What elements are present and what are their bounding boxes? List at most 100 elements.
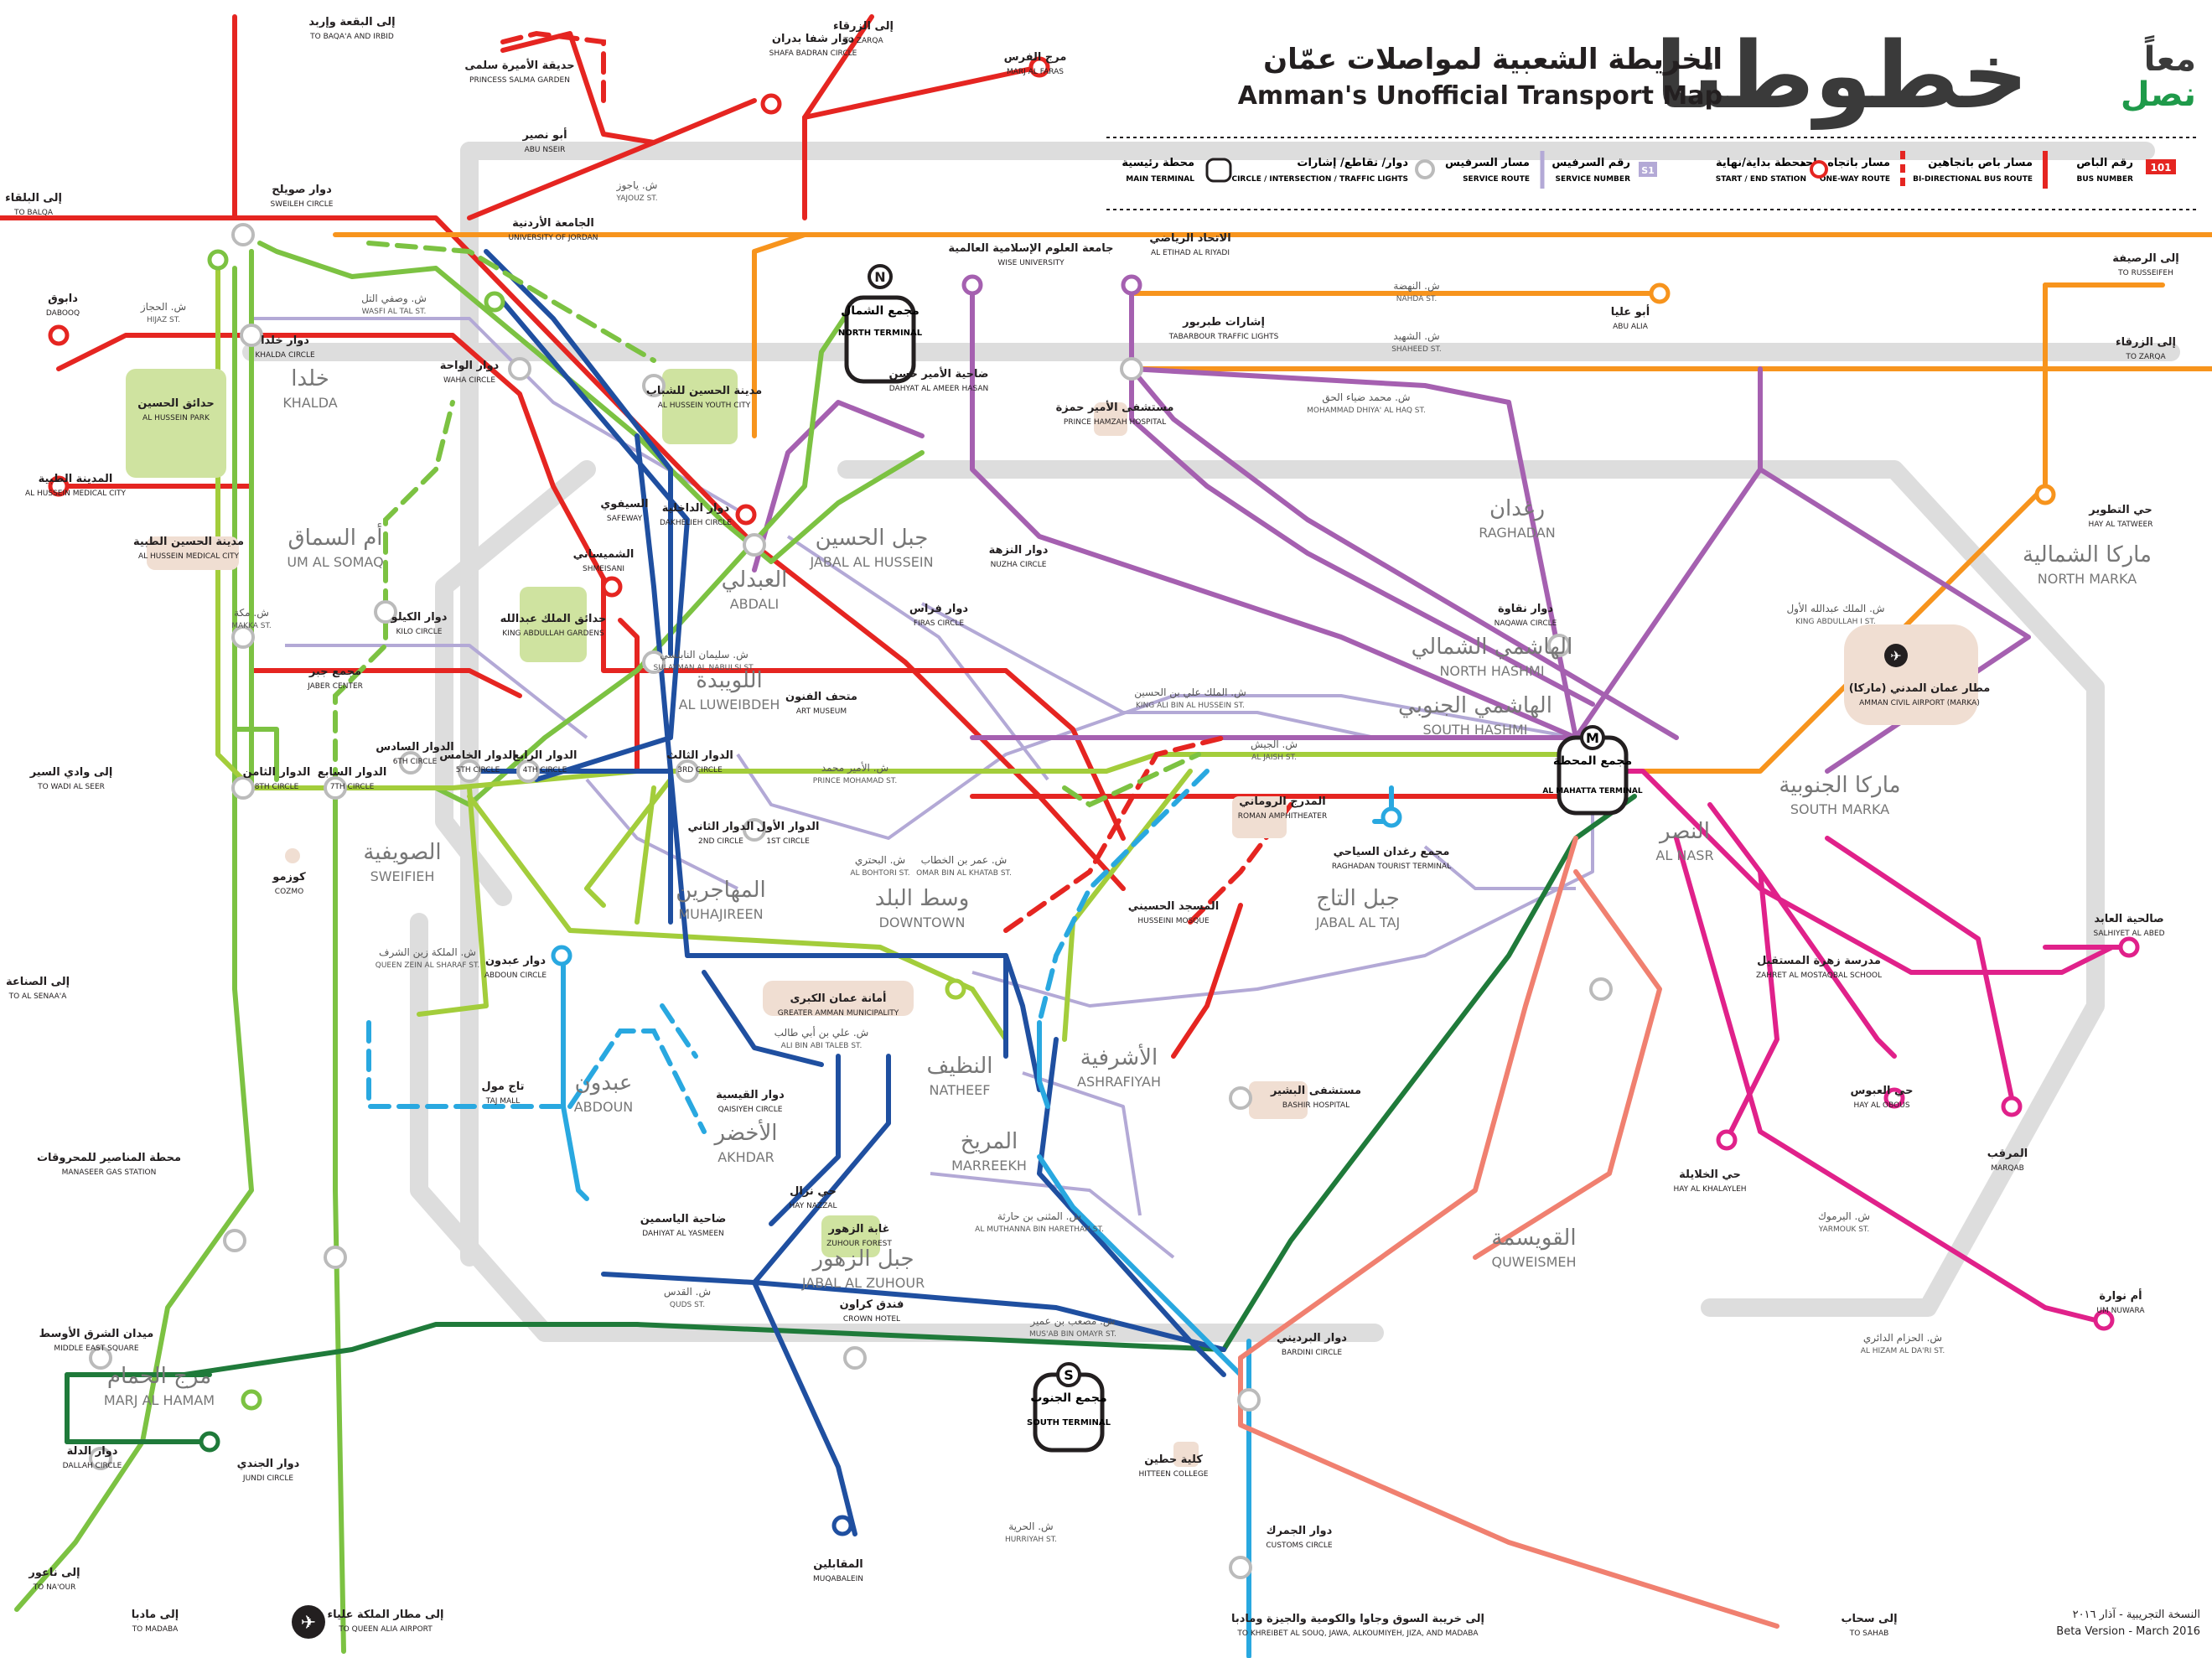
place-label-en: MIDDLE EAST SQUARE: [54, 1345, 139, 1353]
place-label-ar: إلى البلقاء: [5, 192, 62, 205]
place-label-ar: دوار الداخلية: [662, 502, 730, 515]
street-label: ش. الملكة زين الشرف QUEEN ZEIN AL SHARAF …: [376, 946, 480, 970]
street-label-ar: ش. الجيش: [1251, 738, 1298, 751]
place-label-ar: إشارات طبربور: [1182, 316, 1265, 329]
street-label-ar: ش. النهضة: [1393, 280, 1439, 293]
place-label-en: DAHIYAT AL YASMEEN: [642, 1230, 724, 1238]
legend-4-en: SERVICE NUMBER: [1556, 175, 1631, 184]
street-label: ش. سليمان النابلسي SULAYMAN AL NABULSI ST…: [654, 649, 755, 672]
terminal-mahatta[interactable]: M مجمع المحطة AL MAHATTA TERMINAL: [1542, 725, 1643, 816]
street-label: ش. الحرية HURRIYAH ST.: [1005, 1521, 1057, 1544]
place-label: تاج مول TAJ MALL: [481, 1080, 524, 1106]
area-label: رغدان RAGHADAN: [1479, 496, 1555, 541]
place-label-en: TABARBOUR TRAFFIC LIGHTS: [1168, 333, 1279, 341]
place-label-ar: صالحية العابد: [2094, 913, 2163, 925]
circles[interactable]: [89, 223, 1613, 1579]
area-label-en: KHALDA: [282, 395, 337, 411]
legend-4-ar: رقم السرفيس: [1552, 157, 1630, 169]
area-label: المهاجرين MUHAJIREEN: [676, 878, 766, 922]
street-label-ar: ش. علي بن أبي طالب: [774, 1026, 869, 1039]
place-label-ar: الدوار الثالث: [666, 749, 733, 762]
place-label-en: WAHA CIRCLE: [443, 376, 495, 385]
street-labels: ش. ياجوز YAJOUZ ST. ش. وصفي التل WASFI AL T…: [140, 179, 1945, 1544]
place-label-ar: دوار الدلة: [67, 1445, 118, 1458]
header: خطوطنا معاً نصل الخريطة الشعبية لمواصلات…: [1106, 22, 2196, 210]
place-label-en: PRINCE HAMZAH HOSPITAL: [1064, 418, 1166, 427]
place-label: حدائق الملك عبدالله KING ABDULLAH GARDENS: [500, 613, 607, 638]
terminal-south-en: SOUTH TERMINAL: [1027, 1418, 1111, 1427]
street-label: ش. وصفي التل WASFI AL TAL ST.: [361, 293, 427, 316]
legend-7-en: MAIN TERMINAL: [1126, 175, 1194, 184]
area-label: المريخ MARREEKH: [951, 1129, 1027, 1174]
place-label-ar: حديقة الأميرة سلمى: [464, 58, 574, 72]
place-label: جامعة العلوم الإسلامية العالمية WISE UNIV…: [948, 242, 1113, 267]
area-label-en: NATHEEF: [930, 1082, 991, 1098]
area-label: جبل التاج JABAL AL TAJ: [1315, 886, 1400, 930]
street-label: ش. مكة MAKKA ST.: [231, 607, 272, 630]
street-label-ar: ش. الشهيد: [1393, 330, 1439, 343]
place-label-ar: إلى الصناعة: [6, 976, 70, 988]
area-label-ar: مرج الحمام: [107, 1364, 211, 1389]
area-label-ar: المهاجرين: [676, 878, 766, 903]
place-label-ar: دوار صويلح: [272, 184, 332, 196]
place-label-ar: دوار النزهة: [989, 544, 1049, 557]
logo-ar-1: معاً: [2144, 34, 2196, 79]
street-label-en: HURRIYAH ST.: [1005, 1536, 1057, 1544]
place-label-en: 7TH CIRCLE: [330, 783, 375, 791]
area-label: العبدلي ABDALI: [722, 567, 788, 612]
legend-5-ar: مسار السرفيس: [1445, 157, 1530, 169]
street-label-en: PRINCE MOHAMAD ST.: [813, 777, 897, 785]
street-label-en: AL BOHTORI ST.: [850, 869, 909, 878]
end-stations[interactable]: [48, 56, 2140, 1536]
place-label-en: TO MADABA: [132, 1625, 179, 1634]
street-label: ش. الشهيد SHAHEED ST.: [1391, 330, 1442, 354]
area-label: مرج الحمام MARJ AL HAMAM: [104, 1364, 215, 1408]
area-label-ar: ماركا الشمالية: [2023, 542, 2152, 567]
area-label-en: SWEIFIEH: [370, 868, 435, 884]
place-label-ar: إلى خريبة السوق وجاوا والكومية والجيزة و…: [1231, 1613, 1484, 1625]
street-label: ش. عمر بن الخطاب OMAR BIN AL KHATAB ST.: [916, 854, 1012, 878]
area-label-ar: جبل التاج: [1316, 886, 1400, 911]
street-label-ar: ش. عمر بن الخطاب: [921, 854, 1008, 867]
place-label-ar: مستشفى البشير: [1270, 1085, 1361, 1097]
place-label-en: DAKHELIEH CIRCLE: [660, 519, 732, 527]
place-label-ar: دوار نقاوة: [1498, 603, 1553, 615]
place-label-en: DALLAH CIRCLE: [63, 1462, 122, 1470]
place-label: الشميساني SHMEISANI: [573, 548, 635, 573]
street-label: ش. الحجاز HIJAZ ST.: [140, 301, 186, 324]
place-label-en: GREATER AMMAN MUNICIPALITY: [778, 1009, 899, 1018]
place-label-ar: الدوار الخامس: [439, 749, 515, 762]
legend-bus-sample: 101: [2150, 162, 2171, 174]
area-label: ماركا الشمالية NORTH MARKA: [2023, 542, 2152, 587]
place-label-ar: الدوار الثامن: [243, 766, 311, 779]
area-label-ar: النصر: [1658, 819, 1710, 844]
place-label-en: SWEILEH CIRCLE: [270, 200, 333, 209]
terminal-south-ar: مجمع الجنوب: [1030, 1391, 1106, 1405]
terminal-south[interactable]: S مجمع الجنوب SOUTH TERMINAL: [1027, 1362, 1111, 1453]
place-label-en: MUQABALEIN: [813, 1575, 863, 1583]
terminal-mahatta-en: AL MAHATTA TERMINAL: [1542, 787, 1642, 795]
place-label-ar: إلى مادبا: [132, 1609, 179, 1621]
airport-block: [1844, 624, 1978, 725]
place-label-ar: دوار الجندي: [237, 1458, 300, 1470]
street-label: ش. مصعب بن عمير MUS'AB BIN OMAYR ST.: [1029, 1315, 1116, 1339]
street-label-ar: ش. مكة: [234, 607, 269, 619]
place-label: مدينة الحسين للشباب AL HUSSEIN YOUTH CITY: [646, 385, 762, 410]
place-label-en: 4TH CIRCLE: [523, 766, 567, 775]
place-label: الدوار الثالث 3RD CIRCLE: [666, 749, 733, 775]
street-label-en: AL HIZAM AL DA'RI ST.: [1861, 1347, 1945, 1355]
place-label-ar: مدرسة زهرة المستقبل: [1757, 955, 1881, 967]
street-label-ar: ش. البحتري: [855, 854, 905, 867]
street-label: ش. علي بن أبي طالب ALI BIN ABI TALEB ST.: [774, 1026, 869, 1050]
area-label-en: NORTH MARKA: [2038, 571, 2137, 587]
legend-start-end: محطة بداية/نهاية START / END STATION: [1716, 157, 1828, 184]
place-label-en: KHALDA CIRCLE: [255, 351, 315, 360]
place-label-en: ABU NSEIR: [525, 146, 566, 154]
terminal-north[interactable]: N مجمع الشمال NORTH TERMINAL: [838, 264, 923, 384]
area-label-en: MUHAJIREEN: [678, 906, 763, 922]
park-zuhour: [821, 1215, 880, 1257]
street-label-en: SHAHEED ST.: [1391, 345, 1442, 354]
place-label-en: TO BALQA: [13, 209, 54, 217]
place-label-en: TO SAHAB: [1849, 1630, 1889, 1638]
street-label-en: MAKKA ST.: [231, 622, 272, 630]
